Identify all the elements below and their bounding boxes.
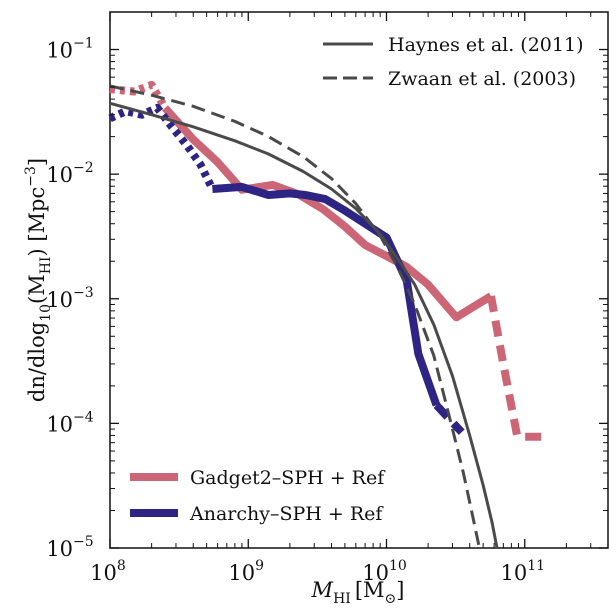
- y-tick-label-4: 10−5: [46, 534, 93, 561]
- series-gadget2-sph-ref-segment-2: [487, 295, 548, 441]
- legend-observations: Haynes et al. (2011) Zwaan et al. (2003): [323, 34, 583, 90]
- series-zwaan-et-al-2003: [109, 84, 481, 549]
- y-label-sub: HI: [38, 257, 54, 275]
- x-label-units-sub: ⊙: [385, 591, 397, 607]
- x-tick-label-0: 108: [90, 558, 126, 585]
- legend-label-zwaan: Zwaan et al. (2003): [388, 68, 576, 90]
- y-label-mid: (M: [25, 274, 49, 304]
- series-layer: [108, 80, 548, 549]
- y-label-sup: −3: [23, 166, 39, 187]
- legend-label-haynes: Haynes et al. (2011): [388, 34, 583, 56]
- y-label-prefix: dn/dlog: [25, 322, 49, 402]
- y-tick-label-2: 10−3: [46, 285, 93, 312]
- legend-label-gadget2: Gadget2–SPH + Ref: [190, 467, 386, 489]
- x-label-units: [M: [355, 578, 385, 602]
- y-tick-label-0: 10−1: [46, 36, 93, 63]
- x-tick-label-2: 1010: [362, 558, 407, 585]
- y-label-close: ]: [25, 158, 49, 166]
- y-axis-label: dn/dlog10(MHI) [Mpc−3]: [23, 158, 54, 402]
- y-label-end: ) [Mpc: [25, 187, 49, 257]
- series-gadget2-sph-ref-segment-1: [162, 105, 494, 322]
- plot-frame: [109, 11, 609, 549]
- y-tick-label-1: 10−2: [46, 160, 93, 187]
- ticks-layer: 108 109 1010 1011 10−1 10−2 10−3 10−4 10−5: [46, 12, 608, 585]
- x-label-sub: HI: [333, 591, 351, 607]
- series-gadget2-sph-ref-segment-0: [109, 80, 169, 110]
- x-tick-label-3: 1011: [500, 558, 545, 585]
- series-anarchy-sph-ref-segment-1: [212, 182, 441, 407]
- y-label-sub10: 10: [38, 304, 54, 322]
- x-tick-label-1: 109: [228, 558, 264, 585]
- series-anarchy-sph-ref-segment-0: [108, 103, 216, 191]
- y-tick-label-3: 10−4: [46, 409, 93, 436]
- x-label-main: M: [311, 578, 334, 602]
- x-axis-label: MHI [M⊙]: [311, 578, 405, 607]
- series-anarchy-sph-ref-segment-2: [433, 402, 465, 435]
- x-label-units-end: ]: [396, 578, 404, 602]
- legend-simulations: Gadget2–SPH + Ref Anarchy–SPH + Ref: [130, 467, 386, 525]
- legend-label-anarchy: Anarchy–SPH + Ref: [189, 503, 384, 525]
